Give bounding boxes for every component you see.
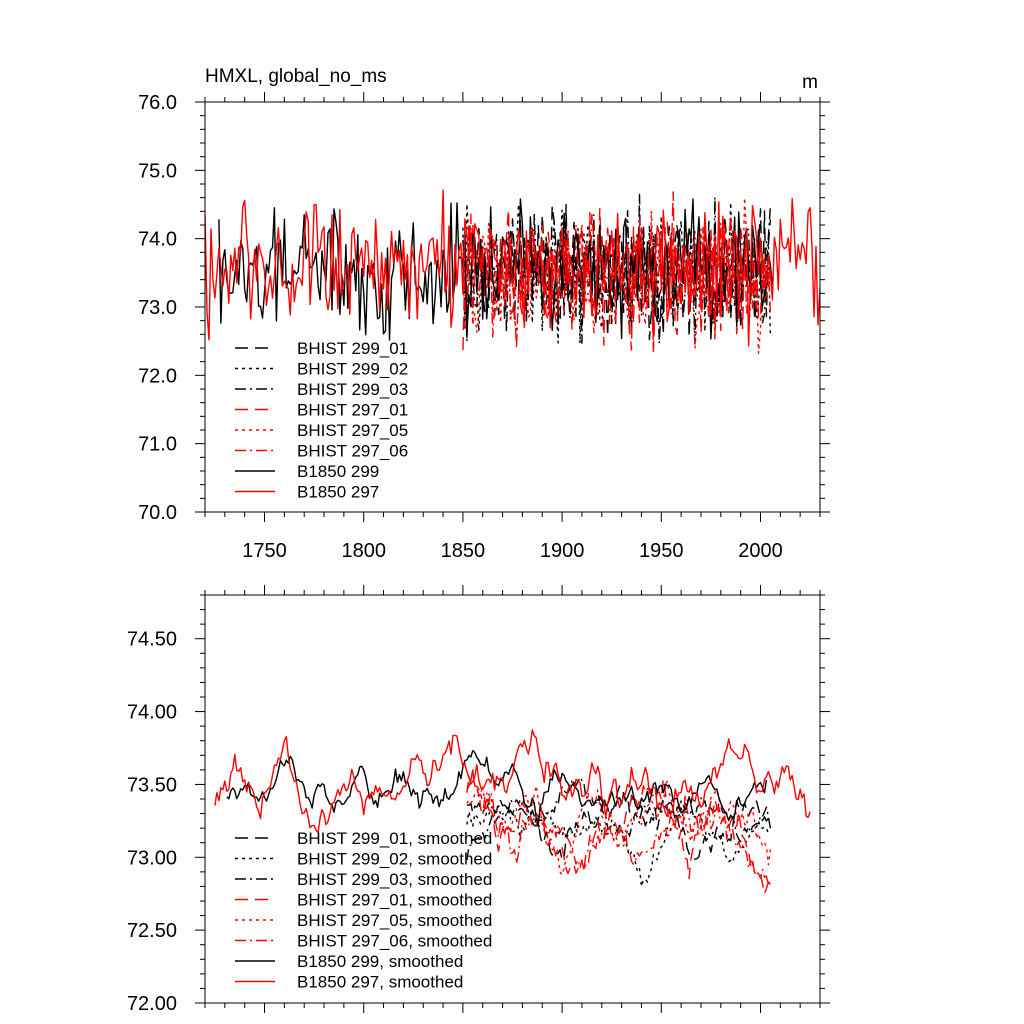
series-line-0 [466, 785, 771, 861]
x-tick-label: 1800 [341, 540, 386, 562]
y-tick-label: 72.50 [127, 920, 177, 942]
top-panel: 1750 1800 1850 1900 1950 2000 70.0 71.0 72.0 73.0… [138, 66, 830, 562]
y-tick-label: 72.0 [138, 365, 177, 387]
y-tick-label: 73.0 [138, 297, 177, 319]
legend-label: B1850 299 [297, 462, 379, 481]
legend-label: BHIST 297_01 [297, 401, 408, 420]
legend-label: BHIST 297_05 [297, 421, 408, 440]
legend: BHIST 299_01, smoothed BHIST 299_02, smoo… [235, 829, 492, 992]
legend-label: BHIST 297_06, smoothed [297, 932, 492, 951]
x-tick-label: 1850 [441, 540, 486, 562]
legend-label: BHIST 299_01 [297, 339, 408, 358]
y-tick-label: 74.50 [127, 629, 177, 651]
y-tick-label: 74.00 [127, 702, 177, 724]
y-tick-label: 75.0 [138, 160, 177, 182]
series-line-6 [226, 749, 768, 826]
legend-label: B1850 299, smoothed [297, 952, 463, 971]
legend-label: BHIST 297_05, smoothed [297, 911, 492, 930]
series-group [214, 729, 811, 895]
units-label: m [802, 72, 818, 93]
y-tick-label: 71.0 [138, 434, 177, 456]
series-line-7 [214, 729, 811, 834]
x-tick-label: 1950 [639, 540, 684, 562]
legend-label: BHIST 299_03, smoothed [297, 870, 492, 889]
chart-title: HMXL, global_no_ms [205, 66, 387, 87]
legend-label: BHIST 299_02, smoothed [297, 850, 492, 869]
y-tick-label: 74.0 [138, 229, 177, 251]
series-group [205, 189, 820, 354]
legend-label: BHIST 299_02 [297, 360, 408, 379]
legend-label: B1850 297, smoothed [297, 973, 463, 992]
y-tick-label: 76.0 [138, 92, 177, 114]
legend-label: BHIST 299_01, smoothed [297, 829, 492, 848]
legend-label: BHIST 297_06 [297, 442, 408, 461]
y-tick-label: 72.00 [127, 993, 177, 1015]
y-tick-label: 70.0 [138, 502, 177, 524]
legend-label: B1850 297 [297, 483, 379, 502]
y-tick-label: 73.50 [127, 774, 177, 796]
x-tick-label: 2000 [738, 540, 783, 562]
series-line-3 [466, 770, 771, 895]
x-tick-label: 1750 [242, 540, 287, 562]
y-tick-label: 73.00 [127, 847, 177, 869]
bottom-panel: 72.00 72.50 73.00 73.50 74.00 74.50 BHIST 299_… [127, 585, 830, 1015]
series-line-2 [466, 776, 772, 861]
x-tick-label: 1900 [540, 540, 585, 562]
series-line-5 [466, 769, 771, 886]
legend-label: BHIST 299_03 [297, 380, 408, 399]
series-line-6 [218, 198, 774, 341]
series-line-7 [205, 189, 820, 347]
legend-label: BHIST 297_01, smoothed [297, 891, 492, 910]
